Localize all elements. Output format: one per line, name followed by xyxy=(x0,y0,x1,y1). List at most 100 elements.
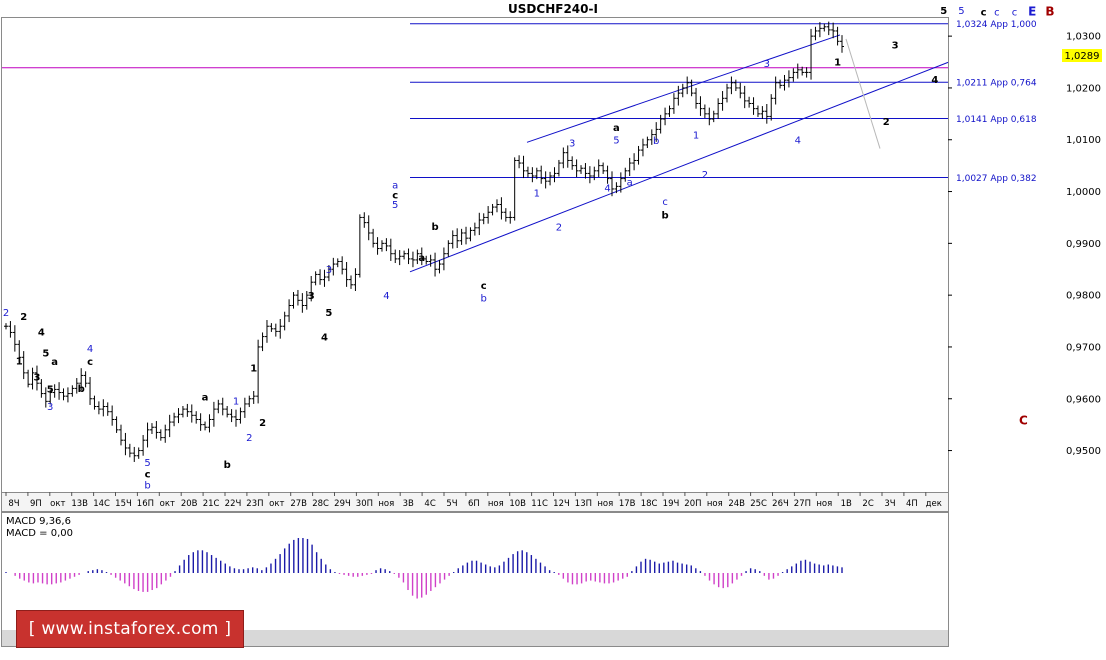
macd-value: MACD = 0,00 xyxy=(6,528,73,539)
price-bar xyxy=(817,22,822,38)
x-axis-tick-label: ноя xyxy=(488,499,504,509)
wave-label: 3 xyxy=(47,402,53,413)
price-bar xyxy=(123,432,128,456)
x-axis-tick-label: 21С xyxy=(203,499,220,509)
wave-label: c xyxy=(981,7,987,18)
wave-label: 3 xyxy=(308,291,315,302)
price-bar xyxy=(12,325,17,352)
price-bar xyxy=(278,318,283,339)
price-bar xyxy=(313,271,318,286)
x-axis-tick-label: 5Ч xyxy=(446,499,457,509)
price-bar xyxy=(605,165,610,184)
wave-label: c xyxy=(1012,7,1018,18)
price-bar xyxy=(43,387,48,408)
wave-label: c xyxy=(481,281,487,292)
wave-label: 3 xyxy=(33,373,40,384)
instaforex-watermark[interactable]: [ www.instaforex.com ] xyxy=(16,610,244,648)
y-axis-tick-label: 0,9700 xyxy=(1066,342,1101,353)
price-bar xyxy=(455,228,460,249)
price-bar xyxy=(344,261,349,287)
wave-label: a xyxy=(202,392,209,403)
wave-label: b xyxy=(78,384,85,395)
price-bar xyxy=(119,424,124,446)
price-bar xyxy=(755,105,760,117)
x-axis-tick-label: 12Ч xyxy=(553,499,570,509)
price-bar xyxy=(172,412,177,427)
price-bar xyxy=(393,249,398,264)
price-bar xyxy=(596,159,601,178)
x-axis-layer: 8Ч 9П окт 13В 14С 15Ч 16П окт 20В 21С 22Ч 23П окт 27В… xyxy=(5,492,942,509)
price-bar xyxy=(512,157,517,221)
price-bar xyxy=(295,289,300,306)
price-bar xyxy=(92,395,97,410)
price-bar xyxy=(649,129,654,145)
price-bar xyxy=(579,165,584,174)
price-bar xyxy=(247,395,252,408)
price-bar xyxy=(273,323,278,337)
price-bar xyxy=(74,378,79,394)
price-bar xyxy=(127,443,132,458)
price-bar xyxy=(309,275,314,302)
price-bar xyxy=(822,23,827,32)
price-bar xyxy=(764,103,769,124)
price-bar xyxy=(388,238,393,261)
price-bar xyxy=(587,166,592,184)
price-bar xyxy=(428,254,433,267)
price-bar xyxy=(57,382,62,400)
chart-title: USDCHF240-I xyxy=(508,2,598,16)
price-bar xyxy=(114,416,119,433)
price-bar xyxy=(472,222,477,236)
x-axis-tick-label: 11С xyxy=(531,499,548,509)
price-bar xyxy=(671,93,676,114)
price-bar xyxy=(251,390,256,404)
wave-label: 5 xyxy=(325,308,332,319)
price-bar xyxy=(632,153,637,171)
price-bar xyxy=(216,399,221,414)
price-bar xyxy=(4,323,8,330)
price-bar xyxy=(809,28,814,80)
y-axis-tick-label: 1,0000 xyxy=(1066,187,1101,198)
price-bar xyxy=(88,376,93,405)
price-bar xyxy=(574,159,579,178)
price-bar xyxy=(437,259,442,274)
wave-label: 2 xyxy=(883,117,890,128)
x-axis-tick-label: 19Ч xyxy=(663,499,680,509)
price-bar xyxy=(203,421,208,431)
price-bar xyxy=(654,122,659,142)
x-axis-tick-label: 22Ч xyxy=(225,499,242,509)
price-bar xyxy=(379,240,384,252)
price-bar xyxy=(486,206,491,224)
x-axis-tick-label: 24В xyxy=(728,499,745,509)
x-axis-tick-label: 26Ч xyxy=(772,499,789,509)
x-axis-tick-label: 16П xyxy=(137,499,154,509)
macd-histogram-layer xyxy=(5,538,843,599)
price-bar xyxy=(481,213,486,225)
price-bar xyxy=(318,269,323,285)
x-axis-tick-label: ноя xyxy=(707,499,723,509)
price-bar xyxy=(521,155,526,179)
price-bar xyxy=(61,388,66,401)
price-bar xyxy=(96,401,101,415)
price-bar xyxy=(52,384,57,398)
fib-level-label: 1,0141 App 0,618 xyxy=(956,115,1037,125)
price-bar xyxy=(402,250,407,260)
x-axis-tick-label: окт xyxy=(160,499,175,509)
wave-label: c xyxy=(392,190,398,201)
wave-label: c xyxy=(994,7,1000,18)
price-bar xyxy=(207,414,212,433)
wave-label: b xyxy=(144,480,150,491)
price-bar xyxy=(658,114,663,134)
price-bar xyxy=(459,228,464,245)
wave-label: b xyxy=(661,210,668,221)
price-bar xyxy=(468,227,473,242)
price-bar xyxy=(424,255,429,265)
wave-label: 2 xyxy=(246,433,252,444)
wave-label: C xyxy=(1019,414,1028,428)
price-bar xyxy=(640,138,645,157)
price-bar xyxy=(242,397,247,418)
price-bar xyxy=(490,203,495,216)
wave-label: c xyxy=(87,357,93,368)
price-bar xyxy=(180,406,185,418)
price-bar xyxy=(154,421,159,439)
